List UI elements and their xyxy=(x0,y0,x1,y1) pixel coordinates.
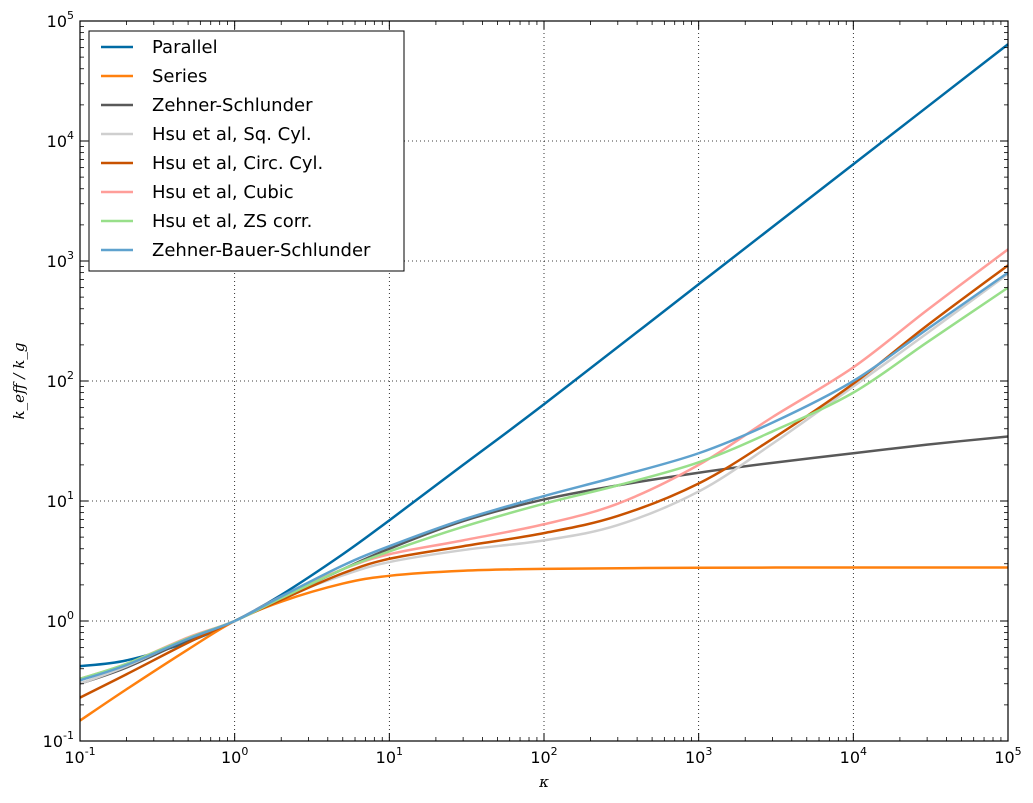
x-tick-base: 10 xyxy=(221,748,241,767)
y-tick-base: 10 xyxy=(43,732,63,751)
y-tick-base: 10 xyxy=(47,492,67,511)
legend-entry-label: Parallel xyxy=(152,37,218,58)
x-tick-exponent: 4 xyxy=(860,745,867,758)
legend-entry-label: Zehner-Bauer-Schlunder xyxy=(152,240,371,261)
x-tick-base: 10 xyxy=(530,748,550,767)
x-tick-label: 101 xyxy=(376,745,403,767)
x-axis-label: κ xyxy=(538,773,549,791)
legend-box xyxy=(88,30,405,272)
x-tick-label: 100 xyxy=(221,745,248,767)
y-tick-exponent: 5 xyxy=(67,9,74,22)
legend-entry-label: Hsu et al, Sq. Cyl. xyxy=(152,124,312,145)
y-axis-label: k_eff / k_g xyxy=(10,343,28,420)
y-tick-exponent: 0 xyxy=(67,609,74,622)
x-tick-label: 104 xyxy=(840,745,867,767)
y-tick-exponent: 3 xyxy=(67,249,74,262)
x-tick-label: 102 xyxy=(530,745,557,767)
x-tick-exponent: 1 xyxy=(396,745,403,758)
y-tick-label: 100 xyxy=(47,609,74,631)
y-tick-base: 10 xyxy=(47,612,67,631)
series-lines xyxy=(79,43,1009,722)
y-tick-base: 10 xyxy=(47,372,67,391)
legend-entry-label: Zehner-Schlunder xyxy=(152,95,313,116)
y-tick-label: 10-1 xyxy=(43,729,74,751)
y-tick-base: 10 xyxy=(47,12,67,31)
x-tick-base: 10 xyxy=(994,748,1014,767)
y-tick-label: 101 xyxy=(47,489,74,511)
y-tick-exponent: -1 xyxy=(63,729,74,742)
y-tick-label: 102 xyxy=(47,369,74,391)
x-tick-base: 10 xyxy=(64,748,84,767)
x-tick-base: 10 xyxy=(840,748,860,767)
y-tick-exponent: 1 xyxy=(67,489,74,502)
x-tick-labels: 10-1 100 101 102 103 104 105 xyxy=(64,745,1021,767)
x-tick-exponent: 0 xyxy=(241,745,248,758)
legend-entry-label: Hsu et al, ZS corr. xyxy=(152,211,312,232)
x-tick-label: 10-1 xyxy=(64,745,95,767)
x-tick-exponent: -1 xyxy=(85,745,96,758)
y-tick-label: 104 xyxy=(47,129,74,151)
axis-ticks xyxy=(79,20,1009,742)
x-tick-label: 103 xyxy=(685,745,712,767)
y-tick-base: 10 xyxy=(47,252,67,271)
y-tick-label: 103 xyxy=(47,249,74,271)
series-line-series xyxy=(79,566,1009,722)
y-tick-base: 10 xyxy=(47,132,67,151)
x-tick-label: 105 xyxy=(994,745,1021,767)
x-tick-base: 10 xyxy=(685,748,705,767)
x-tick-base: 10 xyxy=(376,748,396,767)
x-tick-exponent: 5 xyxy=(1015,745,1022,758)
legend-entry-label: Hsu et al, Cubic xyxy=(152,182,294,203)
legend-entry-label: Hsu et al, Circ. Cyl. xyxy=(152,153,323,174)
y-tick-exponent: 4 xyxy=(67,129,74,142)
legend-entry-label: Series xyxy=(152,66,207,87)
x-tick-exponent: 2 xyxy=(551,745,558,758)
series-line-zehner-bauer-schlunder xyxy=(79,271,1009,682)
legend: Parallel Series Zehner-Schlunder Hsu et al,… xyxy=(88,30,405,272)
y-tick-label: 105 xyxy=(47,9,74,31)
x-tick-exponent: 3 xyxy=(705,745,712,758)
y-tick-exponent: 2 xyxy=(67,369,74,382)
